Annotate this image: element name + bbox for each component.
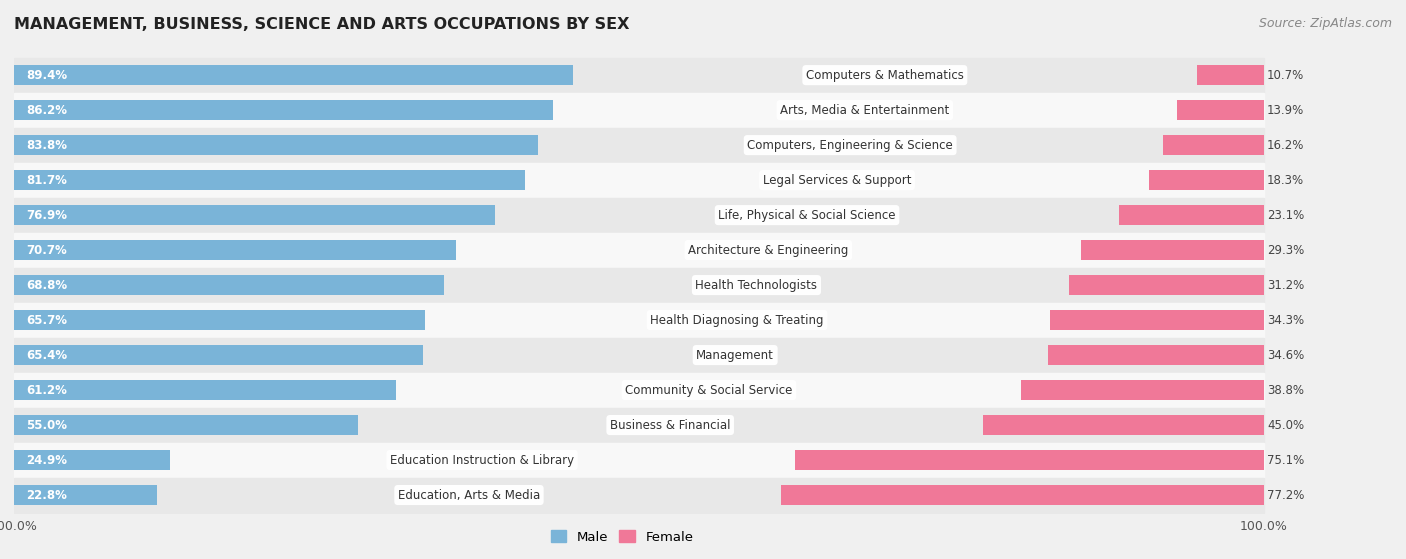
Bar bbox=[14, 65, 572, 86]
Text: Arts, Media & Entertainment: Arts, Media & Entertainment bbox=[780, 103, 949, 117]
Text: 65.7%: 65.7% bbox=[27, 314, 67, 326]
Bar bbox=[14, 450, 170, 470]
Bar bbox=[14, 485, 156, 505]
Text: 70.7%: 70.7% bbox=[27, 244, 67, 257]
Bar bbox=[14, 198, 1264, 233]
Bar bbox=[14, 302, 1264, 338]
Text: Health Technologists: Health Technologists bbox=[696, 278, 817, 292]
Text: Legal Services & Support: Legal Services & Support bbox=[763, 174, 911, 187]
Text: 89.4%: 89.4% bbox=[27, 69, 67, 82]
Text: 76.9%: 76.9% bbox=[27, 209, 67, 221]
Bar bbox=[14, 443, 1264, 477]
Bar bbox=[14, 240, 456, 260]
Legend: Male, Female: Male, Female bbox=[546, 525, 699, 549]
Bar bbox=[14, 345, 423, 365]
Bar bbox=[14, 100, 553, 120]
Bar bbox=[14, 205, 495, 225]
Text: Education, Arts & Media: Education, Arts & Media bbox=[398, 489, 540, 501]
Bar bbox=[14, 372, 1264, 408]
Bar bbox=[1177, 100, 1264, 120]
Bar bbox=[1163, 135, 1264, 155]
Text: 16.2%: 16.2% bbox=[1267, 139, 1305, 151]
Text: Source: ZipAtlas.com: Source: ZipAtlas.com bbox=[1258, 17, 1392, 30]
Text: 23.1%: 23.1% bbox=[1267, 209, 1305, 221]
Text: 75.1%: 75.1% bbox=[1267, 453, 1305, 467]
Bar bbox=[14, 93, 1264, 127]
Text: Health Diagnosing & Treating: Health Diagnosing & Treating bbox=[651, 314, 824, 326]
Text: 29.3%: 29.3% bbox=[1267, 244, 1305, 257]
Bar bbox=[14, 380, 396, 400]
Text: 18.3%: 18.3% bbox=[1267, 174, 1305, 187]
Text: MANAGEMENT, BUSINESS, SCIENCE AND ARTS OCCUPATIONS BY SEX: MANAGEMENT, BUSINESS, SCIENCE AND ARTS O… bbox=[14, 17, 630, 32]
Text: 83.8%: 83.8% bbox=[27, 139, 67, 151]
Text: 65.4%: 65.4% bbox=[27, 349, 67, 362]
Text: 10.7%: 10.7% bbox=[1267, 69, 1305, 82]
Text: 38.8%: 38.8% bbox=[1267, 383, 1303, 396]
Bar bbox=[14, 408, 1264, 443]
Text: 22.8%: 22.8% bbox=[27, 489, 67, 501]
Bar bbox=[1049, 310, 1264, 330]
Bar bbox=[1047, 345, 1264, 365]
Bar bbox=[14, 415, 357, 435]
Text: Community & Social Service: Community & Social Service bbox=[626, 383, 793, 396]
Text: 55.0%: 55.0% bbox=[27, 419, 67, 432]
Text: Life, Physical & Social Science: Life, Physical & Social Science bbox=[718, 209, 896, 221]
Bar bbox=[14, 163, 1264, 198]
Text: 81.7%: 81.7% bbox=[27, 174, 67, 187]
Bar bbox=[1021, 380, 1264, 400]
Bar bbox=[1069, 275, 1264, 295]
Bar bbox=[14, 170, 524, 190]
Text: 61.2%: 61.2% bbox=[27, 383, 67, 396]
Text: Computers & Mathematics: Computers & Mathematics bbox=[806, 69, 963, 82]
Text: 24.9%: 24.9% bbox=[27, 453, 67, 467]
Bar bbox=[14, 135, 537, 155]
Bar bbox=[14, 477, 1264, 513]
Bar bbox=[794, 450, 1264, 470]
Text: 34.6%: 34.6% bbox=[1267, 349, 1305, 362]
Bar bbox=[14, 233, 1264, 268]
Text: 68.8%: 68.8% bbox=[27, 278, 67, 292]
Text: 13.9%: 13.9% bbox=[1267, 103, 1305, 117]
Text: 86.2%: 86.2% bbox=[27, 103, 67, 117]
Bar bbox=[1197, 65, 1264, 86]
Bar bbox=[14, 58, 1264, 93]
Text: 77.2%: 77.2% bbox=[1267, 489, 1305, 501]
Text: Architecture & Engineering: Architecture & Engineering bbox=[688, 244, 848, 257]
Bar bbox=[1119, 205, 1264, 225]
Bar bbox=[782, 485, 1264, 505]
Bar bbox=[14, 268, 1264, 302]
Text: 45.0%: 45.0% bbox=[1267, 419, 1305, 432]
Bar bbox=[14, 275, 444, 295]
Bar bbox=[14, 127, 1264, 163]
Text: Business & Financial: Business & Financial bbox=[610, 419, 731, 432]
Bar bbox=[14, 338, 1264, 372]
Text: 34.3%: 34.3% bbox=[1267, 314, 1305, 326]
Text: 31.2%: 31.2% bbox=[1267, 278, 1305, 292]
Bar bbox=[14, 310, 425, 330]
Bar bbox=[983, 415, 1264, 435]
Bar bbox=[1150, 170, 1264, 190]
Text: Education Instruction & Library: Education Instruction & Library bbox=[389, 453, 574, 467]
Text: Computers, Engineering & Science: Computers, Engineering & Science bbox=[747, 139, 953, 151]
Bar bbox=[1081, 240, 1264, 260]
Text: Management: Management bbox=[696, 349, 775, 362]
